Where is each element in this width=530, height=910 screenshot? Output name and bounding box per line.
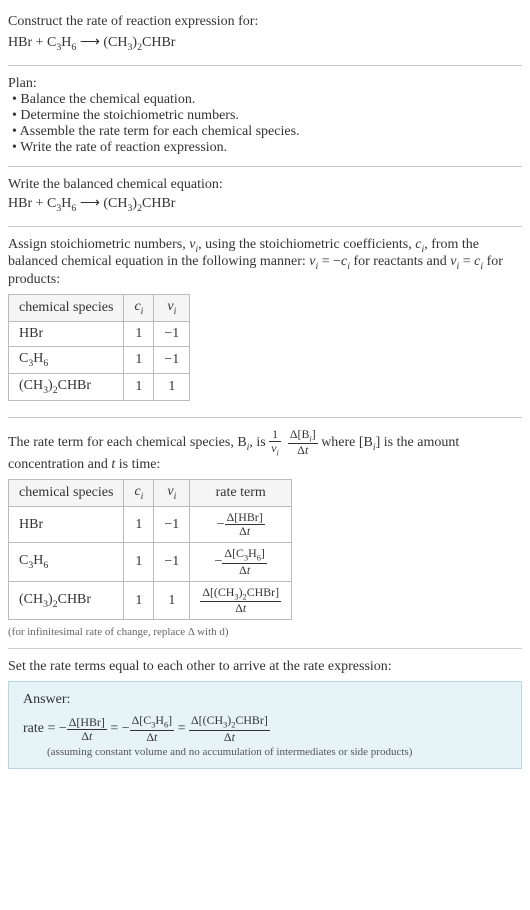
cell-c: 1 [124,543,154,582]
col-species: chemical species [9,295,124,322]
divider [8,166,522,167]
assign-section: Assign stoichiometric numbers, νi, using… [8,231,522,413]
cell-c: 1 [124,507,154,543]
table-row: C3H6 1 −1 −Δ[C3H6]Δt [9,543,292,582]
cell-nu: 1 [154,581,190,620]
divider [8,226,522,227]
final-title: Set the rate terms equal to each other t… [8,659,522,675]
cell-nu: 1 [154,373,190,400]
col-rate-term: rate term [190,480,292,507]
table-row: HBr 1 −1 [9,321,190,346]
cell-nu: −1 [154,543,190,582]
table-row: (CH3)2CHBr 1 1 [9,373,190,400]
col-nui: νi [154,295,190,322]
cell-species: HBr [9,507,124,543]
plan-section: Plan: Balance the chemical equation. Det… [8,70,522,162]
cell-c: 1 [124,346,154,373]
col-ci: ci [124,295,154,322]
cell-rate: −Δ[C3H6]Δt [190,543,292,582]
cell-rate: −Δ[HBr]Δt [190,507,292,543]
rate-term-note: (for infinitesimal rate of change, repla… [8,626,522,638]
answer-label: Answer: [23,692,507,708]
stoich-table: chemical species ci νi HBr 1 −1 C3H6 1 −… [8,294,190,400]
cell-c: 1 [124,321,154,346]
assign-text: Assign stoichiometric numbers, νi, using… [8,237,522,289]
plan-item: Write the rate of reaction expression. [12,140,522,156]
frac-1-over-nu: 1 νi [269,428,281,458]
eq-hbr: HBr [8,35,32,50]
table-row: HBr 1 −1 −Δ[HBr]Δt [9,507,292,543]
table-row: (CH3)2CHBr 1 1 Δ[(CH3)2CHBr]Δt [9,581,292,620]
answer-note: (assuming constant volume and no accumul… [47,746,507,758]
cell-nu: −1 [154,346,190,373]
col-nui: νi [154,480,190,507]
cell-c: 1 [124,373,154,400]
header-equation: HBr + C3H6 ⟶ (CH3)2CHBr [8,34,522,53]
answer-equation: rate = −Δ[HBr]Δt = −Δ[C3H6]Δt = Δ[(CH3)2… [23,714,507,744]
divider [8,417,522,418]
prompt-text: Construct the rate of reaction expressio… [8,14,522,30]
balanced-equation: HBr + C3H6 ⟶ (CH3)2CHBr [8,195,522,214]
col-species: chemical species [9,480,124,507]
cell-nu: −1 [154,321,190,346]
divider [8,648,522,649]
header-section: Construct the rate of reaction expressio… [8,8,522,61]
cell-species: HBr [9,321,124,346]
plan-title: Plan: [8,76,522,92]
rate-term-table: chemical species ci νi rate term HBr 1 −… [8,479,292,620]
table-header-row: chemical species ci νi [9,295,190,322]
cell-c: 1 [124,581,154,620]
col-ci: ci [124,480,154,507]
table-header-row: chemical species ci νi rate term [9,480,292,507]
plan-item: Assemble the rate term for each chemical… [12,124,522,140]
frac-dbi-dt: Δ[Bi] Δt [288,428,318,458]
cell-species: (CH3)2CHBr [9,373,124,400]
final-section: Set the rate terms equal to each other t… [8,653,522,775]
balanced-title: Write the balanced chemical equation: [8,177,522,193]
table-row: C3H6 1 −1 [9,346,190,373]
cell-species: C3H6 [9,346,124,373]
plan-item: Balance the chemical equation. [12,92,522,108]
rate-term-section: The rate term for each chemical species,… [8,422,522,645]
cell-species: (CH3)2CHBr [9,581,124,620]
cell-species: C3H6 [9,543,124,582]
divider [8,65,522,66]
plan-item: Determine the stoichiometric numbers. [12,108,522,124]
cell-nu: −1 [154,507,190,543]
balanced-section: Write the balanced chemical equation: HB… [8,171,522,222]
rate-term-text: The rate term for each chemical species,… [8,428,522,474]
plan-list: Balance the chemical equation. Determine… [8,92,522,156]
answer-box: Answer: rate = −Δ[HBr]Δt = −Δ[C3H6]Δt = … [8,681,522,769]
cell-rate: Δ[(CH3)2CHBr]Δt [190,581,292,620]
